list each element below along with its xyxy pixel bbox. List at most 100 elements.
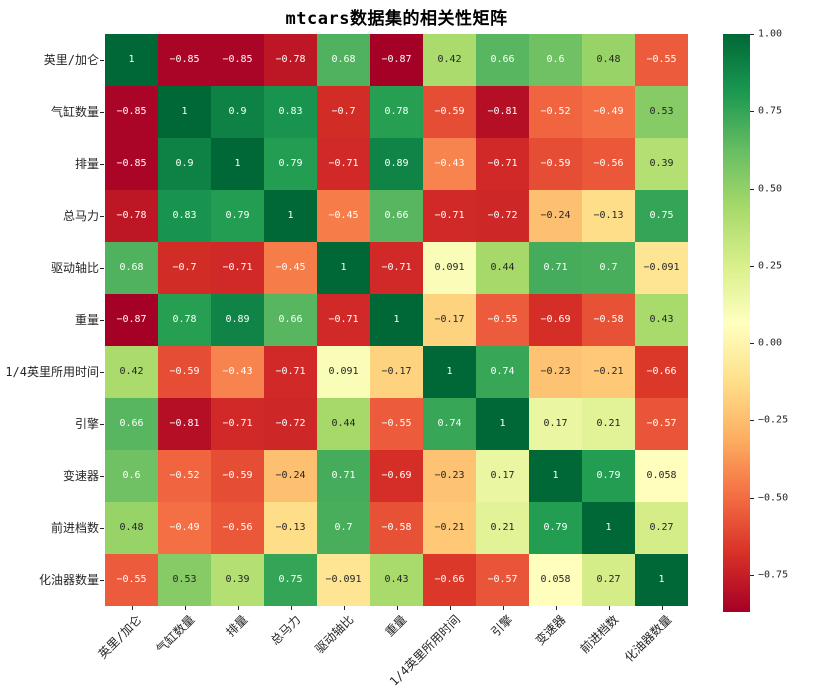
heatmap-cell: −0.23 <box>423 450 476 502</box>
heatmap-cell: −0.78 <box>264 34 317 86</box>
heatmap-cell: 0.058 <box>529 554 582 606</box>
heatmap-cell: 1 <box>317 242 370 294</box>
heatmap-cell: 0.68 <box>317 34 370 86</box>
heatmap-cell: −0.87 <box>105 294 158 346</box>
heatmap-cell: −0.81 <box>476 86 529 138</box>
y-axis-label: 气缸数量 <box>50 105 99 119</box>
x-axis-tick <box>237 606 239 610</box>
heatmap-cell: 1 <box>635 554 688 606</box>
y-axis-tick <box>100 268 104 269</box>
colorbar-tick-label: 1.00 <box>758 28 783 40</box>
heatmap-cell: −0.56 <box>211 502 264 554</box>
colorbar <box>723 34 750 612</box>
heatmap-cell: 0.78 <box>370 86 423 138</box>
heatmap-cell: 0.53 <box>158 554 211 606</box>
heatmap-cell: 0.058 <box>635 450 688 502</box>
x-axis-label: 驱动轴比 <box>312 612 357 657</box>
y-axis-tick <box>100 320 104 321</box>
heatmap-cell: −0.17 <box>370 346 423 398</box>
heatmap-cell: −0.81 <box>158 398 211 450</box>
colorbar-tick-label: 0.25 <box>758 260 783 272</box>
x-axis-tick <box>396 606 398 610</box>
heatmap-cell: −0.49 <box>158 502 211 554</box>
y-axis-label: 驱动轴比 <box>50 261 99 275</box>
heatmap-cell: 0.27 <box>582 554 635 606</box>
y-axis-label: 排量 <box>74 157 99 171</box>
heatmap-cell: −0.85 <box>158 34 211 86</box>
heatmap-cell: −0.45 <box>317 190 370 242</box>
heatmap-cell: −0.66 <box>423 554 476 606</box>
x-axis-tick <box>449 606 451 610</box>
x-axis-label: 前进档数 <box>577 612 622 657</box>
heatmap-cell: 0.17 <box>476 450 529 502</box>
colorbar-tick <box>750 497 754 499</box>
x-axis-label: 英里/加仑 <box>95 612 145 662</box>
colorbar-tick-label: 0.50 <box>758 183 783 195</box>
heatmap-cell: 0.89 <box>211 294 264 346</box>
heatmap-cell: −0.55 <box>105 554 158 606</box>
heatmap-cell: −0.24 <box>264 450 317 502</box>
heatmap-cell: 1 <box>529 450 582 502</box>
heatmap-cell: 0.6 <box>105 450 158 502</box>
heatmap-cell: 0.75 <box>264 554 317 606</box>
y-axis-tick <box>100 216 104 217</box>
y-axis-tick <box>100 60 104 61</box>
heatmap-cell: −0.24 <box>529 190 582 242</box>
y-axis-tick <box>100 164 104 165</box>
colorbar-tick <box>750 343 754 345</box>
colorbar-tick <box>750 420 754 422</box>
heatmap-cell: −0.71 <box>423 190 476 242</box>
y-axis-tick <box>100 476 104 477</box>
x-axis-label: 引擎 <box>488 612 516 640</box>
heatmap-cell: 0.83 <box>264 86 317 138</box>
heatmap-cell: −0.091 <box>635 242 688 294</box>
heatmap-cell: −0.87 <box>370 34 423 86</box>
heatmap-cell: 0.48 <box>105 502 158 554</box>
heatmap-cell: −0.55 <box>635 34 688 86</box>
heatmap-cell: 0.091 <box>317 346 370 398</box>
y-axis-label: 引擎 <box>74 417 99 431</box>
heatmap-cell: −0.23 <box>529 346 582 398</box>
heatmap-cell: 0.75 <box>635 190 688 242</box>
colorbar-tick <box>750 574 754 576</box>
x-axis-tick <box>502 606 504 610</box>
heatmap-cell: −0.71 <box>317 138 370 190</box>
heatmap-cell: 0.43 <box>370 554 423 606</box>
colorbar-tick <box>750 111 754 113</box>
x-axis-label: 排量 <box>223 612 251 640</box>
colorbar-tick-label: −0.25 <box>758 414 789 426</box>
heatmap-cell: 0.71 <box>529 242 582 294</box>
heatmap-cell: −0.71 <box>476 138 529 190</box>
y-axis-tick <box>100 580 104 581</box>
heatmap-cell: 0.9 <box>158 138 211 190</box>
heatmap-cell: −0.71 <box>370 242 423 294</box>
heatmap-cell: −0.58 <box>370 502 423 554</box>
heatmap-cell: −0.72 <box>264 398 317 450</box>
heatmap-cell: −0.71 <box>211 242 264 294</box>
colorbar-tick-label: −0.50 <box>758 492 789 504</box>
heatmap-cell: −0.59 <box>423 86 476 138</box>
heatmap-cell: 0.83 <box>158 190 211 242</box>
heatmap-cell: −0.71 <box>317 294 370 346</box>
y-axis-label: 前进档数 <box>50 521 99 535</box>
y-axis-label: 1/4英里所用时间 <box>5 365 99 379</box>
heatmap-cell: −0.17 <box>423 294 476 346</box>
heatmap-cell: 0.79 <box>529 502 582 554</box>
x-axis-label: 气缸数量 <box>153 612 198 657</box>
heatmap-cell: −0.69 <box>529 294 582 346</box>
heatmap-cell: −0.69 <box>370 450 423 502</box>
heatmap-cell: −0.45 <box>264 242 317 294</box>
x-axis-label: 变速器 <box>533 612 569 648</box>
y-axis-label: 化油器数量 <box>38 573 99 587</box>
heatmap-cell: 1 <box>211 138 264 190</box>
heatmap-cell: −0.21 <box>423 502 476 554</box>
heatmap-cell: −0.7 <box>158 242 211 294</box>
heatmap-cell: −0.091 <box>317 554 370 606</box>
heatmap-cell: −0.55 <box>370 398 423 450</box>
heatmap-cell: 0.42 <box>423 34 476 86</box>
heatmap-cell: 0.17 <box>529 398 582 450</box>
heatmap-cell: −0.43 <box>423 138 476 190</box>
heatmap-cell: 0.39 <box>211 554 264 606</box>
chart-title: mtcars数据集的相关性矩阵 <box>285 9 508 29</box>
heatmap-cell: 0.48 <box>582 34 635 86</box>
